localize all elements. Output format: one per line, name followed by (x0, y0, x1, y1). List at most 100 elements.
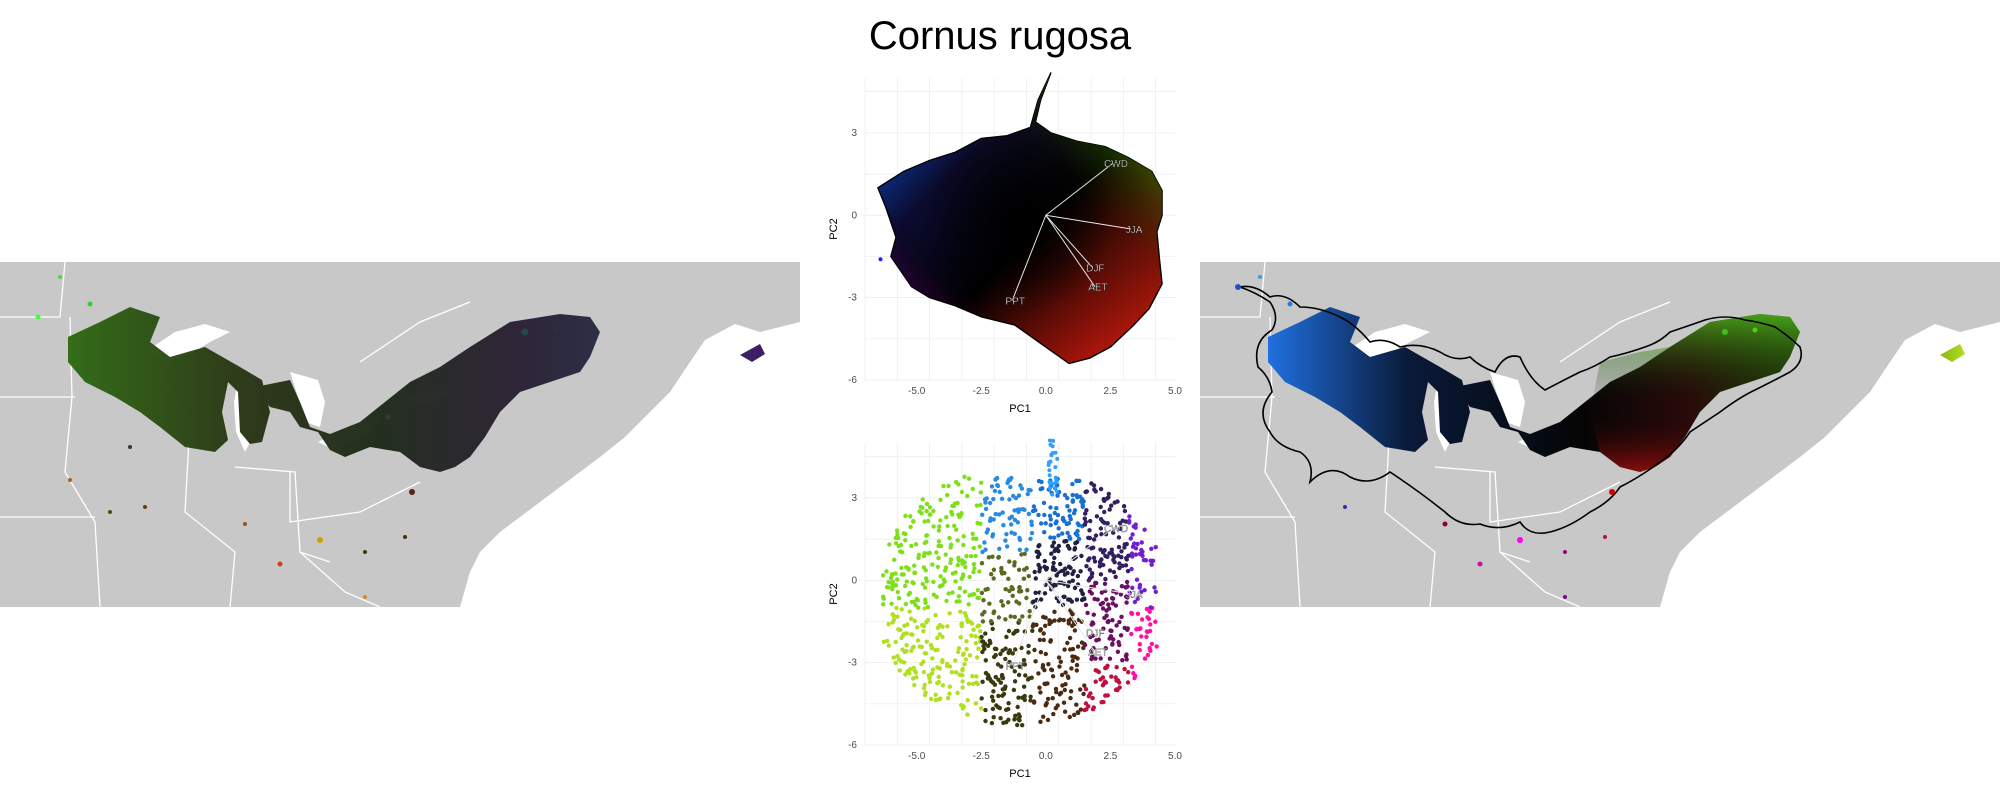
pc-point (1121, 504, 1127, 509)
pc-point (937, 524, 942, 529)
pc-point (1013, 647, 1018, 652)
pc-point (1110, 641, 1115, 646)
x-tick-label: 2.5 (1103, 386, 1117, 397)
pc-point (1076, 523, 1082, 528)
pc-point (1100, 675, 1106, 680)
pc-point (947, 691, 952, 696)
pc-point (975, 588, 980, 593)
pc-point (953, 570, 958, 575)
pc-point (923, 600, 928, 605)
pc-point (904, 631, 909, 636)
pc-point (1002, 570, 1007, 576)
pc-point (898, 549, 903, 554)
pc-point (971, 627, 976, 632)
pc-point (1038, 486, 1043, 492)
pc-point (1062, 572, 1068, 577)
pc-point (953, 670, 959, 675)
pc-point (1098, 486, 1104, 492)
pc-point (1011, 687, 1017, 693)
pc-point (1021, 684, 1027, 689)
pc-point (1020, 614, 1025, 619)
pc-point (1107, 551, 1112, 556)
pc-point (1016, 567, 1022, 572)
pc-point (908, 524, 913, 530)
pc-point (1009, 475, 1014, 481)
pc-point (1007, 559, 1012, 564)
pc-point (1107, 568, 1113, 573)
pc-point (1067, 546, 1072, 551)
pc-point (895, 589, 900, 595)
pc-point (1093, 489, 1098, 494)
pc-point (1045, 717, 1051, 723)
pc-point (1090, 633, 1095, 638)
pc-point (1112, 500, 1117, 505)
pc-point (886, 579, 891, 585)
pc-point (1124, 541, 1129, 547)
pc-point (1049, 453, 1054, 458)
pc-point (1118, 526, 1123, 531)
pc-point (976, 646, 981, 651)
pc-point (959, 621, 965, 626)
pc-point (1081, 499, 1086, 504)
pc-point (1003, 646, 1008, 651)
pc-point (1008, 614, 1013, 619)
pc-point (1137, 626, 1142, 632)
pc-point (1152, 585, 1157, 590)
pc-point (989, 484, 995, 489)
pc-point (1074, 662, 1080, 668)
pc-point (1132, 541, 1137, 546)
pc-point (1070, 498, 1076, 503)
pc-point (1053, 686, 1059, 692)
pc-point (973, 634, 978, 639)
pc-point (996, 693, 1001, 699)
vector-line (1045, 214, 1132, 230)
pc-point (1030, 628, 1035, 633)
loading-vectors: CWD JJA DJF AET PPT (1005, 159, 1143, 308)
pc-point (1015, 704, 1020, 710)
pc-point (1042, 512, 1047, 518)
pc-point (1074, 493, 1079, 498)
pc-point (1070, 481, 1075, 487)
pc-point (933, 648, 938, 653)
vector-line (1045, 527, 1114, 581)
pc-point (941, 577, 947, 582)
pc-point (1017, 664, 1023, 669)
pc-point (1043, 703, 1048, 708)
pc-point (906, 592, 911, 597)
pc-point (1126, 670, 1131, 675)
pc-point (956, 649, 961, 655)
pc-point (1033, 659, 1038, 664)
pc-point (1083, 687, 1089, 692)
pc-point (981, 598, 986, 603)
pc-point (991, 609, 997, 614)
y-tick-label: -6 (848, 375, 857, 386)
pc-point (1056, 543, 1062, 549)
vector-label: DJF (1086, 263, 1104, 274)
pc-point (1009, 522, 1014, 527)
pc-point (920, 505, 925, 510)
pc-point (936, 679, 941, 685)
axis-ticks: -5.0 -2.5 0.0 2.5 5.0 -6 -3 0 3 (848, 128, 1182, 397)
pc-point (1004, 532, 1009, 537)
pc-point (1139, 540, 1144, 545)
pc-point (1006, 701, 1011, 706)
vector-label: CWD (1104, 524, 1128, 535)
vector-line (1045, 214, 1096, 287)
pc-point (881, 602, 886, 607)
pc-point (903, 672, 908, 677)
pc-point (1043, 623, 1048, 628)
pc-point (1047, 438, 1052, 443)
pc-point (1068, 647, 1073, 652)
pc-point (1103, 576, 1108, 582)
pc-point (1109, 503, 1114, 508)
pc-point (983, 506, 989, 512)
pc-point (1012, 531, 1017, 536)
pc-point (1033, 508, 1038, 513)
pc-point (971, 562, 977, 567)
pc-point (1062, 709, 1068, 714)
pc-point (1016, 712, 1021, 717)
pc-point (892, 583, 897, 588)
pc-point (1079, 640, 1085, 645)
pc-point (971, 545, 976, 551)
pc-point (1122, 545, 1127, 550)
